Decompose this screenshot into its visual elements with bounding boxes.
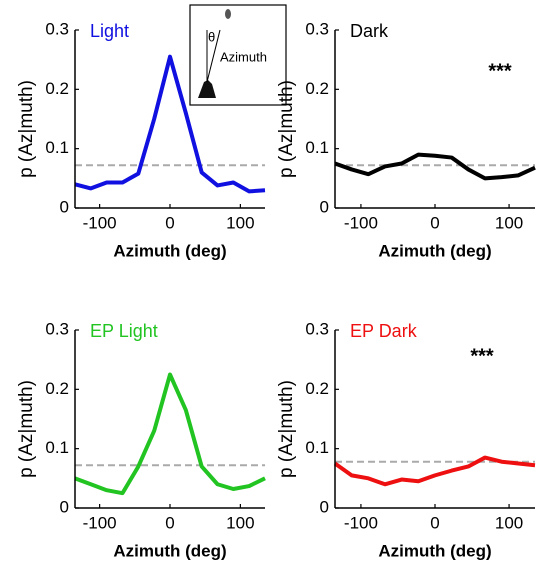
y-tick-label: 0.1 <box>45 438 69 457</box>
x-axis-label: Azimuth (deg) <box>113 541 226 560</box>
x-axis-label: Azimuth (deg) <box>113 241 226 260</box>
y-tick-label: 0.1 <box>45 138 69 157</box>
x-tick-label: -100 <box>83 213 117 232</box>
y-tick-label: 0.3 <box>45 19 69 38</box>
y-tick-label: 0.2 <box>305 79 329 98</box>
panel-title: Dark <box>350 21 389 41</box>
y-tick-label: 0 <box>60 197 69 216</box>
y-axis-label: p (Az|muth) <box>276 380 297 478</box>
data-line <box>333 455 536 487</box>
to-target <box>206 29 221 83</box>
data-line <box>74 54 266 194</box>
y-tick-label: 0 <box>60 497 69 516</box>
y-tick-label: 0.3 <box>45 319 69 338</box>
panel-title: EP Light <box>90 321 158 341</box>
data-line <box>74 372 266 496</box>
y-tick-label: 0.1 <box>305 138 329 157</box>
y-axis-label: p (Az|muth) <box>16 380 37 478</box>
inset: θ Azimuth <box>189 4 287 106</box>
x-tick-label: 100 <box>495 213 523 232</box>
x-tick-label: -100 <box>344 213 378 232</box>
y-tick-label: 0.2 <box>45 379 69 398</box>
significance: *** <box>470 345 494 367</box>
inset-label: Azimuth <box>220 49 267 64</box>
x-tick-label: 0 <box>430 513 439 532</box>
panel-title: EP Dark <box>350 321 418 341</box>
x-tick-label: 0 <box>165 213 174 232</box>
x-tick-label: 100 <box>226 213 254 232</box>
mouse <box>198 80 216 98</box>
x-tick-label: 0 <box>165 513 174 532</box>
panel-title: Light <box>90 21 129 41</box>
y-tick-label: 0.2 <box>305 379 329 398</box>
significance: *** <box>488 60 512 82</box>
y-tick-label: 0.3 <box>305 19 329 38</box>
y-tick-label: 0 <box>320 497 329 516</box>
x-tick-label: -100 <box>344 513 378 532</box>
y-tick-label: 0 <box>320 197 329 216</box>
x-tick-label: 100 <box>226 513 254 532</box>
x-axis-label: Azimuth (deg) <box>378 541 491 560</box>
y-axis-label: p (Az|muth) <box>276 80 297 178</box>
x-axis-label: Azimuth (deg) <box>378 241 491 260</box>
target <box>225 9 231 19</box>
y-tick-label: 0.3 <box>305 319 329 338</box>
x-tick-label: -100 <box>83 513 117 532</box>
y-tick-label: 0.2 <box>45 79 69 98</box>
x-tick-label: 100 <box>495 513 523 532</box>
y-tick-label: 0.1 <box>305 438 329 457</box>
x-tick-label: 0 <box>430 213 439 232</box>
y-axis-label: p (Az|muth) <box>16 80 37 178</box>
angle-label: θ <box>208 29 215 44</box>
data-line <box>334 152 536 181</box>
